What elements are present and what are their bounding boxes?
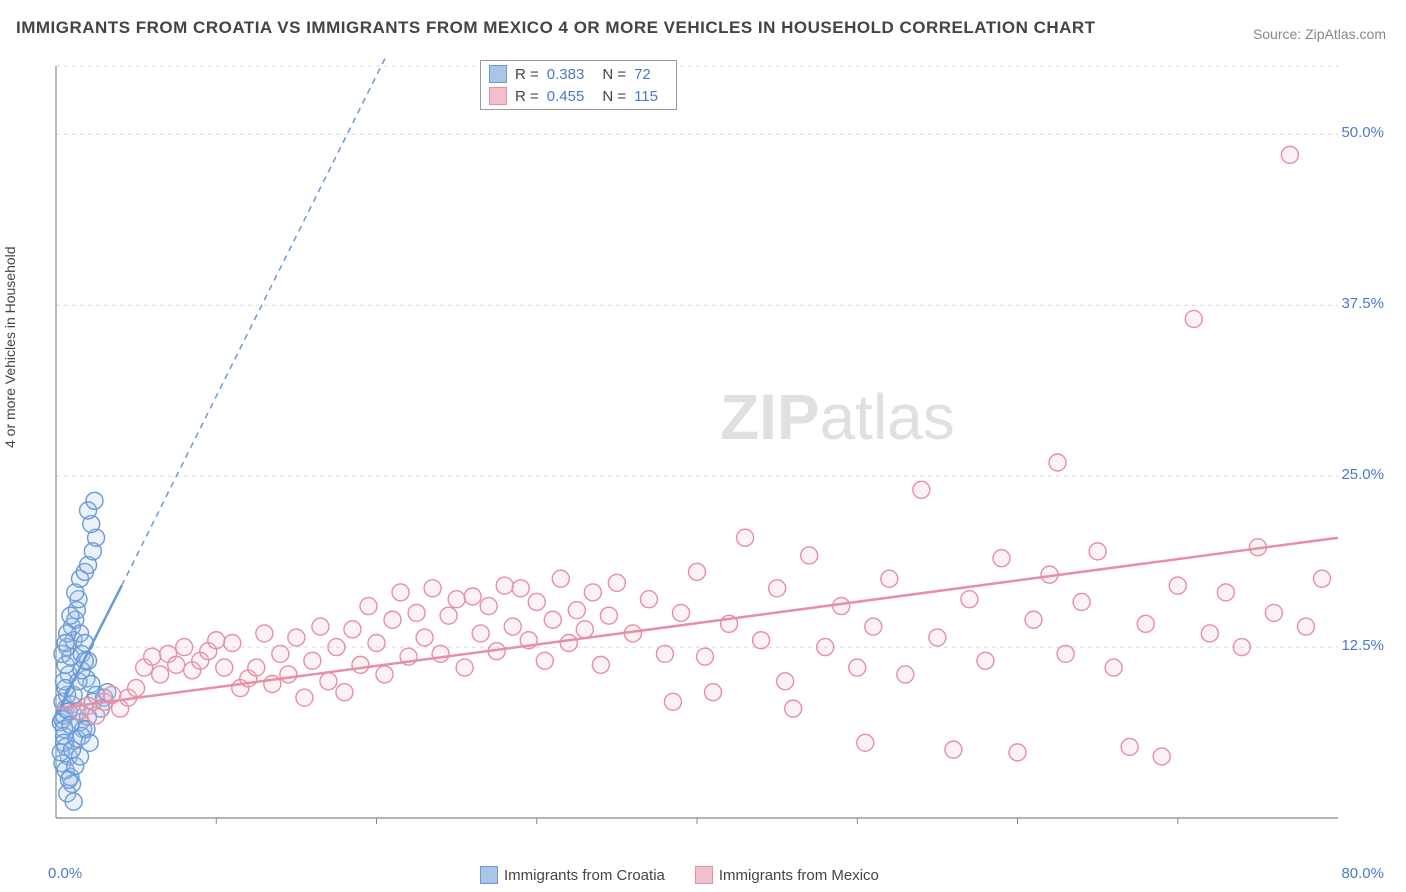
stat-n-label: N = <box>602 88 626 105</box>
scatter-plot <box>48 58 1388 848</box>
legend-swatch <box>489 87 507 105</box>
chart-title: IMMIGRANTS FROM CROATIA VS IMMIGRANTS FR… <box>16 18 1096 38</box>
stat-r-value: 0.455 <box>547 88 585 105</box>
stat-r-value: 0.383 <box>547 66 585 83</box>
y-tick-label: 25.0% <box>1341 466 1384 483</box>
series-legend: Immigrants from Croatia Immigrants from M… <box>480 866 879 884</box>
y-tick-label: 37.5% <box>1341 295 1384 312</box>
x-axis-max-label: 80.0% <box>1341 865 1384 882</box>
legend-swatch <box>489 65 507 83</box>
stat-r-label: R = <box>515 66 539 83</box>
stats-legend-row: R = 0.383 N = 72 <box>489 63 668 85</box>
y-axis-label: 4 or more Vehicles in Household <box>2 246 18 448</box>
source-label: Source: ZipAtlas.com <box>1253 26 1386 42</box>
legend-label: Immigrants from Croatia <box>504 867 665 884</box>
legend-swatch <box>480 866 498 884</box>
x-axis-min-label: 0.0% <box>48 865 82 882</box>
stat-r-label: R = <box>515 88 539 105</box>
legend-label: Immigrants from Mexico <box>719 867 879 884</box>
legend-item: Immigrants from Croatia <box>480 866 665 884</box>
legend-swatch <box>695 866 713 884</box>
chart-area <box>48 58 1388 848</box>
stat-n-label: N = <box>602 66 626 83</box>
legend-item: Immigrants from Mexico <box>695 866 879 884</box>
stats-legend-row: R = 0.455 N = 115 <box>489 85 668 107</box>
stats-legend: R = 0.383 N = 72 R = 0.455 N = 115 <box>480 60 677 110</box>
y-tick-label: 12.5% <box>1341 637 1384 654</box>
y-tick-label: 50.0% <box>1341 124 1384 141</box>
stat-n-value: 72 <box>634 66 651 83</box>
stat-n-value: 115 <box>634 88 658 105</box>
